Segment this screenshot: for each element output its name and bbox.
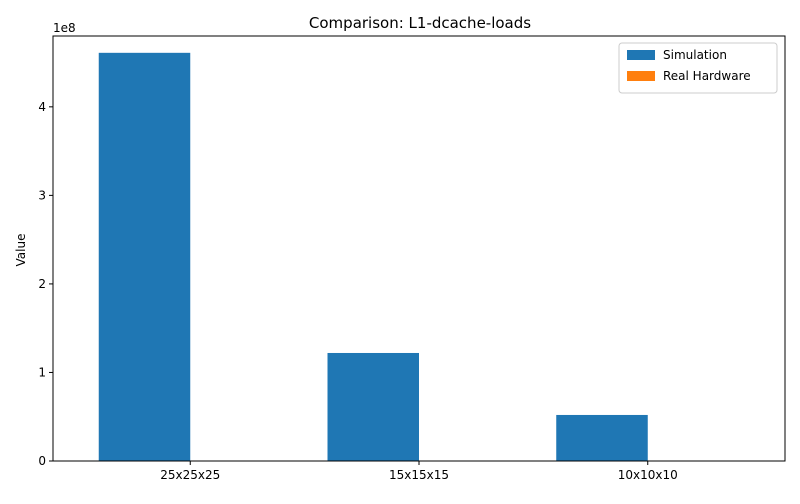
y-offset-text: 1e8: [53, 21, 76, 35]
bar-simulation-1: [327, 352, 419, 461]
axes: 0 1 2 3 4 25x25x25 15x15x15 10x10x10: [38, 35, 786, 482]
legend-swatch: [627, 71, 655, 81]
x-tick-label: 10x10x10: [618, 468, 678, 482]
y-tick-label: 1: [38, 365, 46, 379]
y-tick-label: 4: [38, 100, 46, 114]
legend-label: Real Hardware: [663, 69, 751, 83]
plot-area: [98, 52, 648, 462]
x-tick-label: 15x15x15: [389, 468, 449, 482]
bar-simulation-2: [556, 414, 648, 461]
legend-box: [618, 42, 778, 94]
x-tick-label: 25x25x25: [160, 468, 220, 482]
y-tick-label: 2: [38, 277, 46, 291]
legend: Simulation Real Hardware: [618, 42, 778, 94]
bar-simulation-0: [98, 52, 191, 462]
y-tick-label: 0: [38, 454, 46, 468]
legend-swatch: [627, 50, 655, 60]
y-axis-label: Value: [14, 234, 28, 267]
legend-label: Simulation: [663, 48, 727, 62]
chart-title: Comparison: L1-dcache-loads: [309, 14, 531, 32]
y-tick-label: 3: [38, 188, 46, 202]
